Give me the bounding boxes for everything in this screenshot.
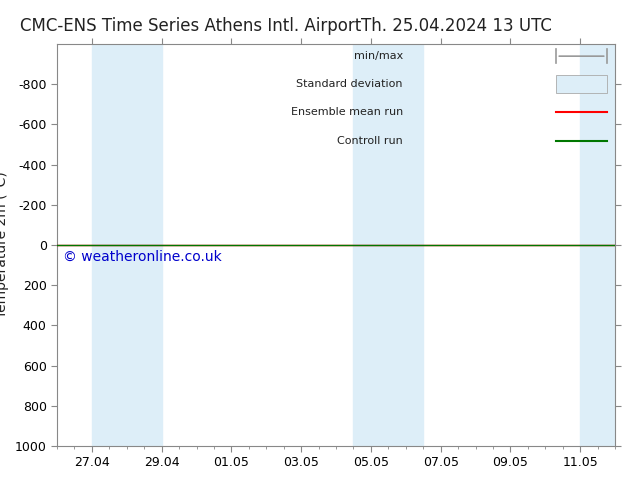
Bar	[354, 44, 424, 446]
Y-axis label: Temperature 2m (°C): Temperature 2m (°C)	[0, 172, 10, 318]
Text: Th. 25.04.2024 13 UTC: Th. 25.04.2024 13 UTC	[361, 17, 552, 35]
FancyBboxPatch shape	[557, 75, 607, 93]
Text: Ensemble mean run: Ensemble mean run	[291, 107, 403, 118]
Text: Standard deviation: Standard deviation	[297, 79, 403, 89]
Bar	[92, 44, 162, 446]
Text: min/max: min/max	[354, 51, 403, 61]
Text: Controll run: Controll run	[337, 136, 403, 146]
Text: CMC-ENS Time Series Athens Intl. Airport: CMC-ENS Time Series Athens Intl. Airport	[20, 17, 361, 35]
Bar	[580, 44, 615, 446]
Text: © weatheronline.co.uk: © weatheronline.co.uk	[63, 250, 221, 264]
